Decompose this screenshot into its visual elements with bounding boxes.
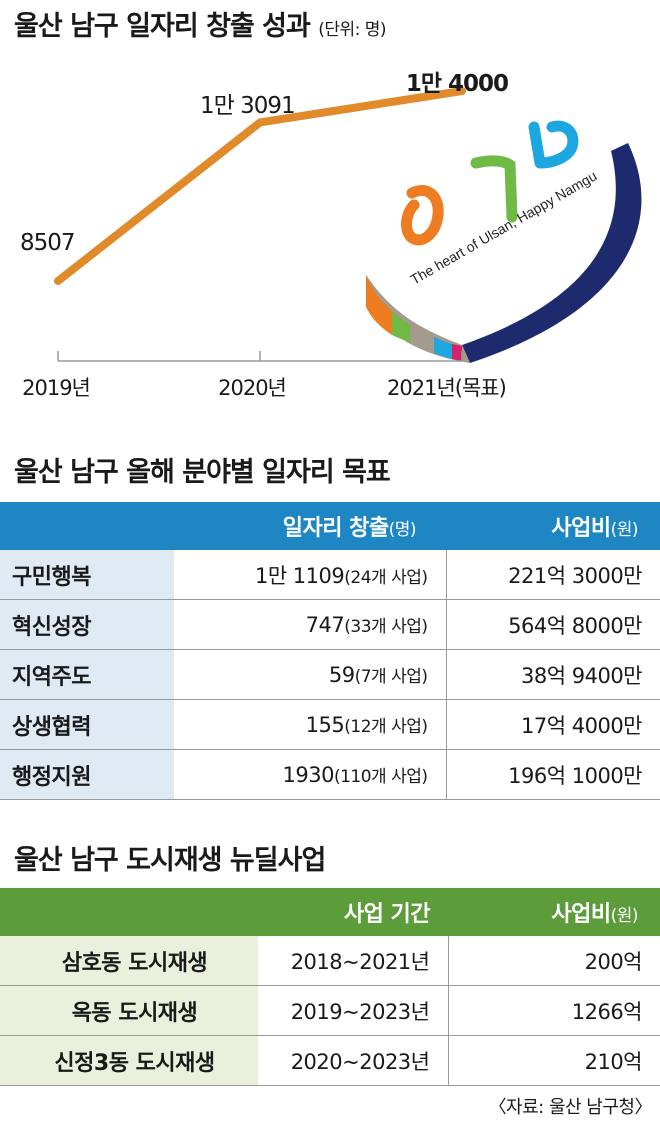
table1-row: 구민행복 1만 1109(24개 사업) 221억 3000만 <box>0 550 660 600</box>
table1-row: 행정지원 1930(110개 사업) 196억 1000만 <box>0 749 660 800</box>
table1-jobs: 747(33개 사업) <box>174 599 446 650</box>
table1-category: 행정지원 <box>0 749 174 800</box>
table2-header-name <box>0 888 258 936</box>
table1-header-jobs: 일자리 창출(명) <box>174 502 446 550</box>
x-tick-label: 2021년(목표) <box>387 376 506 400</box>
table2-title: 울산 남구 도시재생 뉴딜사업 <box>14 845 326 876</box>
table1-category: 혁신성장 <box>0 599 174 650</box>
table1-projects: (33개 사업) <box>344 617 428 637</box>
table1-projects: (24개 사업) <box>344 567 428 588</box>
table1-title: 울산 남구 올해 분야별 일자리 목표 <box>14 457 391 488</box>
x-tick-label: 2019년 <box>22 376 90 400</box>
table1-category: 구민행복 <box>0 550 174 600</box>
table1-jobs: 59(7개 사업) <box>174 649 446 700</box>
value-label: 1만 3091 <box>200 93 295 119</box>
table1-budget: 196억 1000만 <box>445 749 660 800</box>
x-tick-label: 2020년 <box>218 376 286 400</box>
series-line <box>54 87 466 285</box>
table2-budget: 210억 <box>447 1035 660 1086</box>
table1-jobs: 155(12개 사업) <box>174 699 446 750</box>
table1-budget: 38억 9400만 <box>445 649 660 700</box>
table1-header-category <box>0 502 174 550</box>
value-label: 8507 <box>20 230 75 256</box>
table2-period: 2020~2023년 <box>258 1035 448 1086</box>
table1-projects: (7개 사업) <box>354 667 428 687</box>
table2-project-name: 신정3동 도시재생 <box>0 1035 258 1086</box>
table2-period: 2019~2023년 <box>258 985 448 1036</box>
table1-category: 지역주도 <box>0 649 174 700</box>
table2-row: 신정3동 도시재생 2020~2023년 210억 <box>0 1035 660 1086</box>
value-label: 1만 4000 <box>406 71 508 97</box>
table2-budget: 200억 <box>447 936 660 986</box>
table2-project-name: 삼호동 도시재생 <box>0 936 258 986</box>
logo-arc <box>462 143 642 363</box>
chart-title: 울산 남구 일자리 창출 성과 (단위: 명) <box>14 11 387 42</box>
jobs-target-table: 일자리 창출(명) 사업비(원) 구민행복 1만 1109(24개 사업) 221억… <box>0 502 660 800</box>
line-chart: The heart of Ulsan, Happy Namgu 8507 1만 3… <box>20 71 642 400</box>
table2-row: 삼호동 도시재생 2018~2021년 200억 <box>0 936 660 986</box>
table2-period: 2018~2021년 <box>258 936 448 986</box>
source-note: 〈자료: 울산 남구청〉 <box>488 1097 653 1118</box>
table1-budget: 17억 4000만 <box>445 699 660 750</box>
table1-row: 혁신성장 747(33개 사업) 564억 8000만 <box>0 599 660 650</box>
urban-regeneration-table: 사업 기간 사업비(원) 삼호동 도시재생 2018~2021년 200억 옥동 도시… <box>0 888 660 1086</box>
namgu-logo: The heart of Ulsan, Happy Namgu <box>366 120 642 363</box>
table1-budget: 564억 8000만 <box>445 599 660 650</box>
table1-header-budget: 사업비(원) <box>446 502 660 550</box>
chart-unit: (단위: 명) <box>318 20 387 40</box>
table2-budget: 1266억 <box>447 985 660 1036</box>
table2-header-period: 사업 기간 <box>258 888 448 936</box>
table2-row: 옥동 도시재생 2019~2023년 1266억 <box>0 985 660 1036</box>
table2-header-budget: 사업비(원) <box>448 888 660 936</box>
table1-projects: (110개 사업) <box>333 767 428 787</box>
table1-projects: (12개 사업) <box>344 717 428 737</box>
table1-row: 상생협력 155(12개 사업) 17억 4000만 <box>0 699 660 750</box>
logo-letters <box>401 120 579 246</box>
table1-category: 상생협력 <box>0 699 174 750</box>
table2-header-row: 사업 기간 사업비(원) <box>0 888 660 936</box>
table1-header-row: 일자리 창출(명) 사업비(원) <box>0 502 660 550</box>
table1-row: 지역주도 59(7개 사업) 38억 9400만 <box>0 649 660 700</box>
table2-project-name: 옥동 도시재생 <box>0 985 258 1036</box>
table1-jobs: 1만 1109(24개 사업) <box>174 550 446 600</box>
table1-jobs: 1930(110개 사업) <box>174 749 446 800</box>
table1-budget: 221억 3000만 <box>445 550 660 600</box>
logo-color-band <box>366 275 470 363</box>
